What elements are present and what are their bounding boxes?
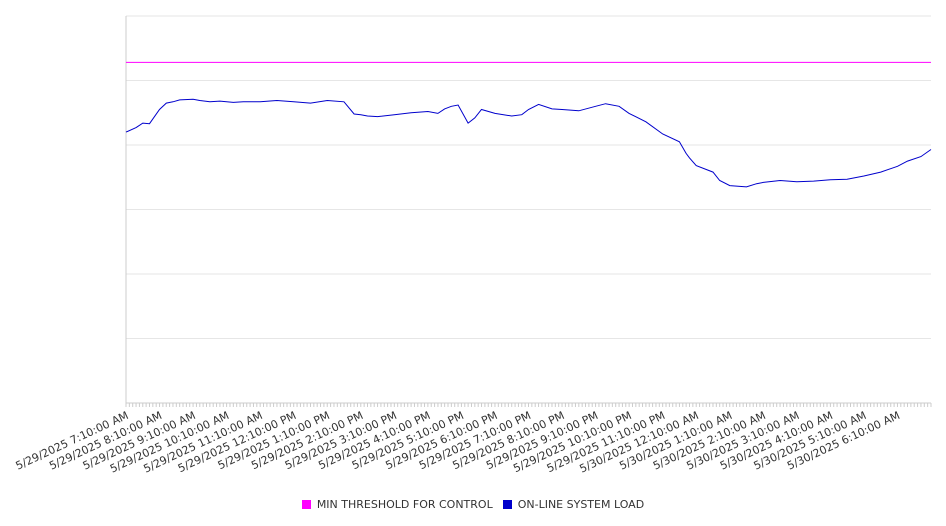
x-tick-labels: 5/29/2025 7:10:00 AM5/29/2025 8:10:00 AM… <box>14 409 902 476</box>
legend-item-system-load[interactable]: ON-LINE SYSTEM LOAD <box>502 498 645 511</box>
legend-label-system-load: ON-LINE SYSTEM LOAD <box>517 498 645 511</box>
legend-item-threshold[interactable]: MIN THRESHOLD FOR CONTROL <box>301 498 493 511</box>
gridlines <box>126 15 931 339</box>
legend: MIN THRESHOLD FOR CONTROL ON-LINE SYSTEM… <box>0 498 946 511</box>
series-line-system-load <box>125 98 932 188</box>
series-lines <box>125 61 932 188</box>
legend-swatch-threshold <box>301 500 311 509</box>
legend-label-threshold: MIN THRESHOLD FOR CONTROL <box>316 498 493 511</box>
legend-swatch-system-load <box>502 500 512 509</box>
axes <box>125 16 932 407</box>
